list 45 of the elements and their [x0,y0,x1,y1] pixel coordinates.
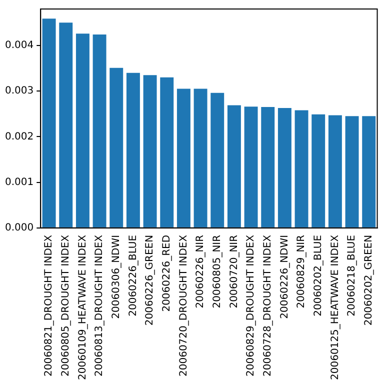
bar [278,108,292,228]
bar [126,72,140,228]
y-tick-label: 0.002 [4,131,34,142]
x-tick-label: 20060829_NIR [296,234,308,308]
x-tick-label: 20060202_GREEN [363,234,374,326]
bar [42,18,56,228]
x-tick-label: 20060218_BLUE [346,234,358,316]
bar [261,107,275,228]
bar [92,34,106,228]
x-tick-label: 20060829_DROUGHT INDEX [246,234,257,377]
x-tick-label: 20060306_NDWI [110,234,122,319]
bar [210,92,224,228]
bar [160,77,174,228]
x-tick-label: 20060226_NIR [195,234,206,308]
x-tick-label: 20060109_HEATWAVE INDEX [77,234,88,380]
x-tick-label: 20060202_BLUE [312,234,324,316]
x-tick-label: 20060125_HEATWAVE INDEX [330,234,341,380]
bar [76,34,90,228]
y-tick-label: 0.004 [4,40,34,52]
x-tick-label: 20060813_DROUGHT INDEX [94,234,106,377]
bar [227,105,241,228]
x-tick-label: 20060226_RED [161,234,172,312]
bar [176,88,190,228]
bar [294,110,308,228]
bar [143,75,157,228]
bar [244,106,258,228]
x-tick-label: 20060805_NIR [212,234,223,308]
x-tick-label: 20060226_BLUE [128,234,139,316]
y-tick-label: 0.001 [4,176,34,188]
x-tick-label: 20060720_NIR [228,234,240,308]
x-tick-label: 20060720_DROUGHT INDEX [178,234,190,377]
x-tick-label: 20060226_GREEN [144,234,156,326]
bar [110,68,124,228]
y-tick-label: 0.000 [4,222,34,234]
y-tick-label: 0.003 [4,86,34,97]
x-tick-label: 20060805_DROUGHT INDEX [60,234,72,377]
bar [59,22,73,228]
x-tick-label: 20060226_NDWI [279,234,290,319]
bar [328,115,342,228]
bar [362,116,376,228]
x-tick-label: 20060728_DROUGHT INDEX [262,234,274,377]
bar [345,116,359,228]
x-tick-label: 20060821_DROUGHT INDEX [44,234,55,377]
bar [312,114,326,228]
bar [194,88,208,228]
